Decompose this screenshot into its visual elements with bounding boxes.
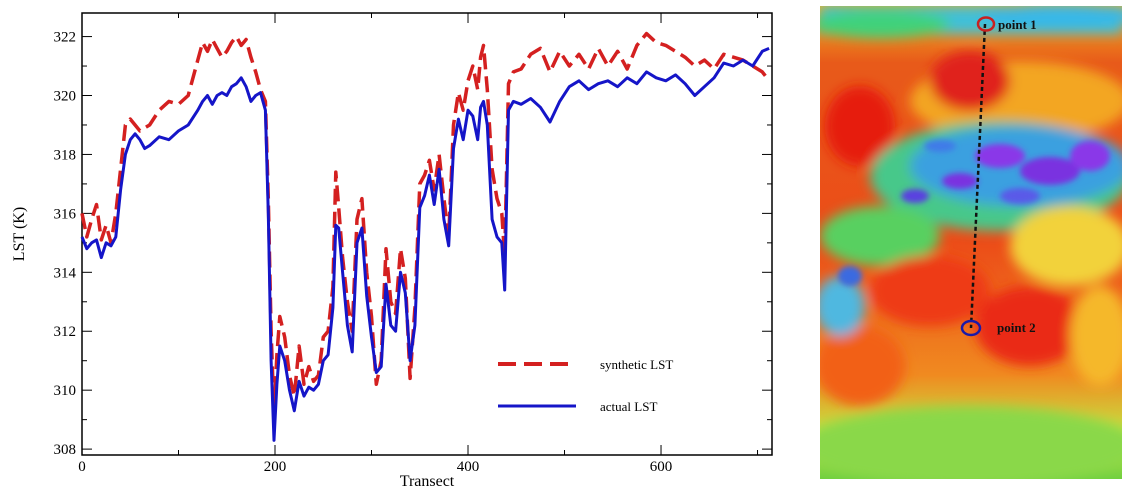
y-tick-label: 312 xyxy=(54,324,77,340)
x-tick-label: 400 xyxy=(457,459,480,475)
legend-synthetic-label: synthetic LST xyxy=(600,357,673,372)
y-tick-label: 314 xyxy=(54,265,77,281)
legend: synthetic LST actual LST xyxy=(498,357,673,414)
synthetic-lst-line xyxy=(80,31,771,416)
point1-marker xyxy=(976,16,996,32)
transect-line xyxy=(969,23,987,329)
point1-label: point 1 xyxy=(998,17,1037,32)
actual-lst-line xyxy=(80,47,770,442)
point2-label: point 2 xyxy=(997,320,1036,335)
y-tick-label: 316 xyxy=(54,206,77,222)
plot-frame xyxy=(81,12,773,456)
series-lines xyxy=(80,31,771,442)
point2-marker xyxy=(960,319,982,337)
y-tick-label: 318 xyxy=(54,147,77,163)
x-axis-title: Transect xyxy=(400,473,455,489)
y-tick-label: 322 xyxy=(54,30,77,46)
lst-map-image: point 1 point 2 xyxy=(820,6,1122,479)
x-tick-label: 0 xyxy=(78,459,86,475)
x-tick-label: 600 xyxy=(650,459,673,475)
y-axis-title: LST (K) xyxy=(11,207,28,261)
axis-ticks: 308 310 312 314 316 318 320 322 0 200 400 600 xyxy=(54,13,772,475)
y-tick-label: 310 xyxy=(54,383,77,399)
lst-line-chart: 308 310 312 314 316 318 320 322 0 200 400 600 LST (… xyxy=(11,12,773,489)
y-tick-label: 308 xyxy=(54,442,77,458)
x-tick-label: 200 xyxy=(264,459,287,475)
map-cold-patches xyxy=(838,140,1110,286)
legend-actual-label: actual LST xyxy=(600,399,657,414)
y-tick-label: 320 xyxy=(54,89,77,105)
